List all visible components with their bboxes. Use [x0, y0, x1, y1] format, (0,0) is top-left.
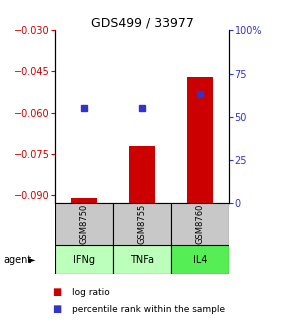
Bar [55, 203, 113, 245]
Title: GDS499 / 33977: GDS499 / 33977 [91, 16, 193, 29]
Bar [71, 198, 97, 203]
Bar [187, 77, 213, 203]
Text: TNFa: TNFa [130, 255, 154, 264]
Text: ■: ■ [52, 287, 61, 297]
Bar [171, 203, 229, 245]
Text: GSM8750: GSM8750 [79, 204, 89, 244]
Text: GSM8760: GSM8760 [195, 204, 205, 245]
Bar [129, 145, 155, 203]
Text: ►: ► [28, 255, 35, 264]
Text: GSM8755: GSM8755 [137, 204, 147, 244]
Bar [113, 203, 171, 245]
Text: IL4: IL4 [193, 255, 207, 264]
Text: agent: agent [3, 255, 31, 264]
Text: log ratio: log ratio [72, 288, 110, 297]
Bar [113, 245, 171, 274]
Text: ■: ■ [52, 304, 61, 314]
Bar [171, 245, 229, 274]
Bar [55, 245, 113, 274]
Text: IFNg: IFNg [73, 255, 95, 264]
Text: percentile rank within the sample: percentile rank within the sample [72, 305, 226, 313]
